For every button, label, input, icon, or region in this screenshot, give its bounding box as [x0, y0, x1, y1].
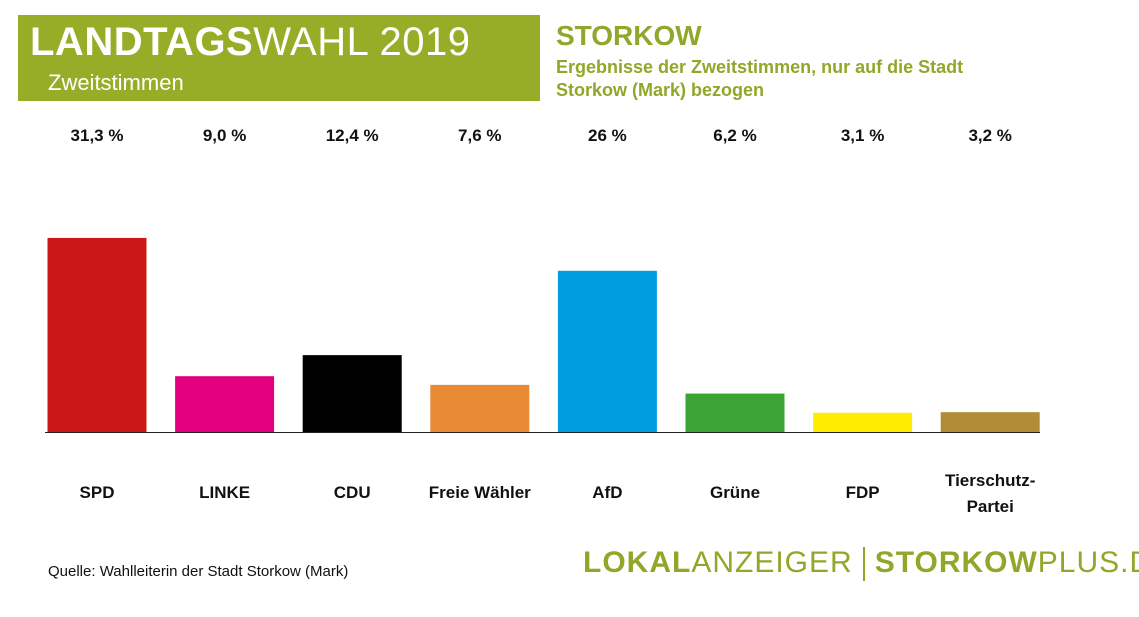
- source: Quelle: Wahlleiterin der Stadt Storkow (…: [48, 563, 349, 580]
- value-label: 31,3 %: [70, 126, 124, 145]
- bar: [47, 237, 147, 432]
- chart-title: LANDTAGSWAHL 2019: [30, 20, 470, 65]
- brand-part: ANZEIGER: [691, 546, 853, 579]
- bar: [302, 355, 402, 432]
- x-tick-label: FDP: [845, 483, 880, 502]
- brand-part: STORKOW: [874, 546, 1038, 579]
- description: Storkow (Mark) bezogen: [556, 80, 765, 100]
- bar: [430, 384, 530, 432]
- bar: [685, 393, 785, 432]
- x-tick-label: SPD: [79, 483, 115, 502]
- brand: LOKALANZEIGER STORKOWPLUS.DE: [583, 546, 1139, 582]
- bar: [940, 412, 1040, 432]
- brand-separator: [862, 547, 865, 582]
- value-label: 12,4 %: [325, 126, 379, 145]
- subtitle: Zweitstimmen: [48, 70, 184, 95]
- value-label: 6,2 %: [713, 126, 757, 145]
- x-tick-label: AfD: [592, 483, 623, 502]
- bar: [175, 376, 275, 432]
- heading: STORKOW: [556, 20, 702, 51]
- x-tick-label: Freie Wähler: [428, 483, 531, 502]
- x-tick-label: CDU: [333, 483, 371, 502]
- title-light: WAHL 2019: [253, 20, 471, 64]
- value-label: 7,6 %: [458, 126, 502, 145]
- x-tick-label: Grüne: [709, 483, 761, 502]
- bar: [813, 412, 913, 432]
- bar: [557, 270, 657, 432]
- x-tick-label: Tierschutz-Partei: [945, 471, 1036, 516]
- value-label: 3,1 %: [840, 126, 885, 145]
- value-label: 9,0 %: [202, 126, 247, 145]
- x-tick-label: LINKE: [199, 483, 251, 502]
- brand-part: LOKAL: [583, 546, 692, 579]
- brand-part: PLUS.DE: [1037, 546, 1139, 579]
- title-bold: LANDTAGS: [30, 20, 254, 64]
- description: Ergebnisse der Zweitstimmen, nur auf die…: [556, 57, 964, 77]
- value-label: 26 %: [588, 126, 627, 145]
- header-box: [18, 15, 540, 101]
- value-label: 3,2 %: [968, 126, 1012, 145]
